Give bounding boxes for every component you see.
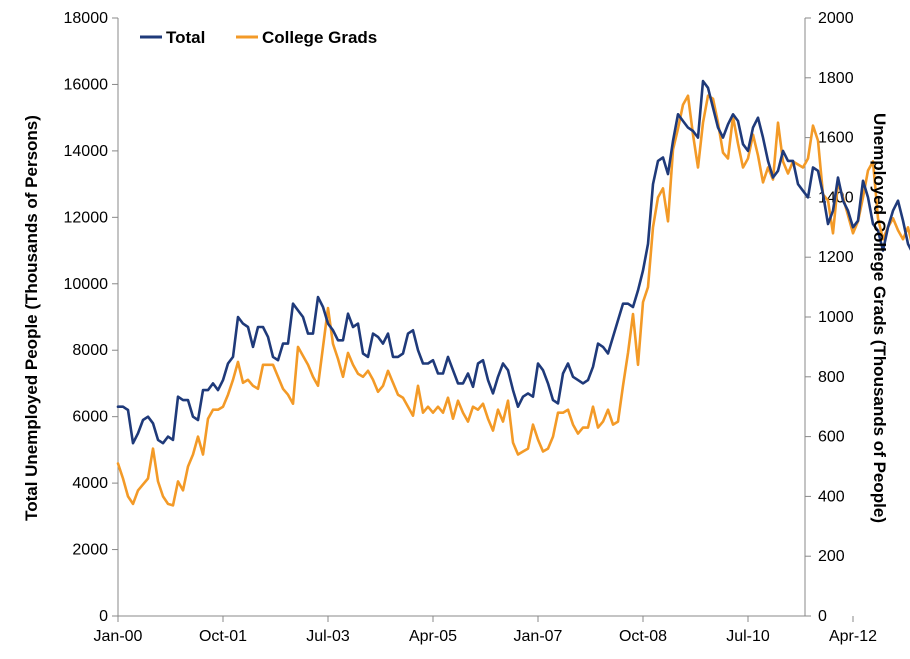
left-tick-label: 0 <box>99 608 108 625</box>
left-tick-label: 12000 <box>64 209 109 226</box>
left-axis-title: Total Unemployed People (Thousands of Pe… <box>22 115 41 521</box>
legend-label-college-grads: College Grads <box>262 28 377 47</box>
series-layer <box>116 79 910 507</box>
series-line-college-grads <box>116 94 910 507</box>
right-tick-label: 1200 <box>818 249 854 266</box>
x-axis-ticks: Jan-00 Oct-01 Jul-03 Apr-05 Jan-07 Oct-08 Jul-… <box>94 616 877 645</box>
series-line-total <box>116 79 910 445</box>
left-tick-label: 4000 <box>72 475 108 492</box>
right-tick-label: 1000 <box>818 309 854 326</box>
left-tick-label: 14000 <box>64 143 109 160</box>
right-tick-label: 200 <box>818 548 845 565</box>
x-tick-label: Jan-07 <box>514 628 563 645</box>
right-tick-label: 400 <box>818 488 845 505</box>
left-tick-label: 18000 <box>64 10 109 27</box>
x-tick-label: Jul-10 <box>726 628 770 645</box>
legend-label-total: Total <box>166 28 205 47</box>
x-tick-label: Apr-05 <box>409 628 457 645</box>
right-tick-label: 800 <box>818 369 845 386</box>
left-tick-label: 6000 <box>72 409 108 426</box>
x-tick-label: Jan-00 <box>94 628 143 645</box>
left-tick-label: 8000 <box>72 342 108 359</box>
legend: Total College Grads <box>140 28 377 47</box>
right-axis-title: Unemployed College Grads (Thousands of P… <box>870 113 889 523</box>
right-tick-label: 1800 <box>818 70 854 87</box>
right-tick-label: 2000 <box>818 10 854 27</box>
right-tick-label: 1600 <box>818 130 854 147</box>
left-tick-label: 16000 <box>64 76 109 93</box>
left-tick-label: 10000 <box>64 276 109 293</box>
right-tick-label: 600 <box>818 429 845 446</box>
left-tick-label: 2000 <box>72 542 108 559</box>
right-tick-label: 0 <box>818 608 827 625</box>
x-tick-label: Oct-08 <box>619 628 667 645</box>
x-tick-label: Jul-03 <box>306 628 350 645</box>
x-tick-label: Oct-01 <box>199 628 247 645</box>
left-axis-ticks: 0 2000 4000 6000 8000 10000 12000 14000 16000 180… <box>64 10 118 625</box>
x-tick-label: Apr-12 <box>829 628 877 645</box>
